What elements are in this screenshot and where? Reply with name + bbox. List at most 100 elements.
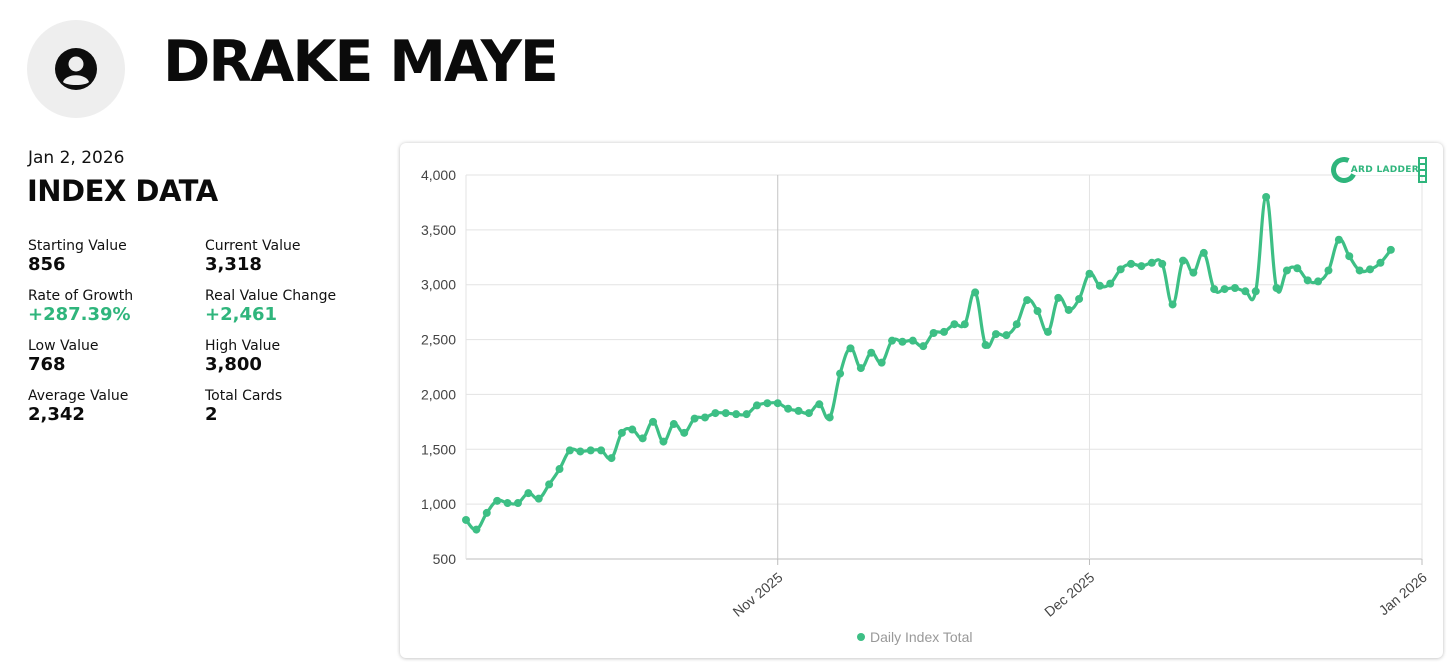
- data-point[interactable]: [1220, 285, 1229, 294]
- data-point[interactable]: [888, 336, 897, 345]
- data-point[interactable]: [877, 358, 886, 367]
- data-point[interactable]: [1054, 293, 1063, 302]
- data-point[interactable]: [971, 288, 980, 297]
- data-point[interactable]: [1334, 235, 1343, 244]
- data-point[interactable]: [1272, 284, 1281, 293]
- data-point[interactable]: [825, 413, 834, 422]
- data-point[interactable]: [794, 406, 803, 415]
- data-point[interactable]: [462, 515, 470, 524]
- data-point[interactable]: [1033, 307, 1042, 316]
- y-tick-label: 2,000: [421, 386, 456, 402]
- data-point[interactable]: [545, 480, 554, 489]
- data-point[interactable]: [929, 328, 938, 337]
- data-point[interactable]: [752, 401, 761, 410]
- data-point[interactable]: [981, 341, 990, 350]
- data-point[interactable]: [898, 337, 907, 346]
- data-point[interactable]: [1355, 266, 1364, 275]
- data-point[interactable]: [534, 494, 543, 503]
- data-point[interactable]: [1064, 305, 1073, 314]
- data-point[interactable]: [1376, 258, 1385, 267]
- series-line-daily-index-total: [464, 195, 1393, 532]
- data-point[interactable]: [565, 446, 574, 455]
- data-point[interactable]: [1147, 258, 1156, 267]
- stat-value: +287.39%: [28, 304, 131, 325]
- data-point[interactable]: [472, 525, 481, 534]
- data-point[interactable]: [1210, 285, 1219, 294]
- data-point[interactable]: [597, 446, 606, 455]
- data-point[interactable]: [773, 399, 782, 408]
- data-point[interactable]: [908, 336, 917, 345]
- data-point[interactable]: [1127, 259, 1136, 268]
- data-point[interactable]: [1314, 277, 1323, 286]
- stat-high-value: High Value 3,800: [205, 338, 368, 376]
- data-point[interactable]: [1262, 192, 1271, 201]
- data-point[interactable]: [804, 409, 813, 418]
- data-point[interactable]: [669, 420, 678, 429]
- data-point[interactable]: [1095, 281, 1104, 290]
- data-point[interactable]: [1168, 300, 1177, 309]
- data-point[interactable]: [1282, 266, 1291, 275]
- data-point[interactable]: [856, 364, 865, 373]
- data-point[interactable]: [991, 330, 1000, 339]
- data-point[interactable]: [1251, 287, 1260, 296]
- data-point[interactable]: [1199, 248, 1208, 257]
- data-point[interactable]: [690, 414, 699, 423]
- data-point[interactable]: [1043, 327, 1052, 336]
- data-point[interactable]: [638, 434, 647, 443]
- data-point[interactable]: [960, 320, 969, 329]
- stat-label: Low Value: [28, 338, 99, 354]
- data-point[interactable]: [1241, 287, 1250, 296]
- data-point[interactable]: [950, 320, 959, 329]
- data-point[interactable]: [524, 489, 533, 498]
- data-point[interactable]: [1106, 279, 1115, 288]
- data-point[interactable]: [1345, 252, 1354, 261]
- data-point[interactable]: [815, 400, 824, 409]
- data-point[interactable]: [555, 465, 564, 474]
- data-point[interactable]: [1002, 331, 1011, 340]
- data-point[interactable]: [919, 342, 928, 351]
- data-point[interactable]: [732, 410, 741, 419]
- data-point[interactable]: [607, 454, 616, 463]
- stat-value: 3,318: [205, 254, 262, 275]
- data-point[interactable]: [940, 327, 948, 336]
- data-point[interactable]: [1116, 265, 1125, 274]
- data-point[interactable]: [1075, 294, 1084, 303]
- chart-legend[interactable]: Daily Index Total: [857, 629, 972, 645]
- data-point[interactable]: [867, 348, 876, 357]
- data-point[interactable]: [617, 428, 626, 437]
- data-point[interactable]: [503, 499, 512, 508]
- data-point[interactable]: [482, 508, 491, 517]
- data-point[interactable]: [649, 417, 658, 426]
- data-point[interactable]: [628, 425, 637, 434]
- data-point[interactable]: [1137, 262, 1146, 271]
- data-point[interactable]: [836, 369, 845, 378]
- data-point[interactable]: [763, 399, 772, 408]
- data-point[interactable]: [846, 344, 855, 353]
- data-point[interactable]: [1085, 269, 1094, 278]
- data-point[interactable]: [659, 437, 668, 446]
- data-point[interactable]: [1386, 245, 1395, 254]
- data-point[interactable]: [586, 446, 595, 455]
- data-point[interactable]: [680, 428, 689, 437]
- data-point[interactable]: [513, 499, 522, 508]
- data-point[interactable]: [1230, 284, 1239, 293]
- data-point[interactable]: [1012, 320, 1021, 329]
- data-point[interactable]: [1189, 268, 1198, 277]
- stat-label: Rate of Growth: [28, 288, 134, 304]
- data-point[interactable]: [1303, 276, 1312, 285]
- data-point[interactable]: [742, 410, 751, 419]
- data-point[interactable]: [711, 409, 720, 418]
- data-point[interactable]: [721, 409, 730, 418]
- data-point[interactable]: [1293, 264, 1302, 273]
- stat-total-cards: Total Cards 2: [205, 388, 368, 426]
- data-point[interactable]: [493, 496, 502, 505]
- data-point[interactable]: [1023, 296, 1032, 305]
- data-point[interactable]: [1179, 256, 1187, 265]
- data-point[interactable]: [576, 447, 585, 456]
- data-point[interactable]: [784, 404, 793, 413]
- data-point[interactable]: [701, 413, 709, 422]
- data-point[interactable]: [1324, 266, 1333, 275]
- data-point[interactable]: [1366, 265, 1375, 274]
- stat-label: Real Value Change: [205, 288, 337, 304]
- data-point[interactable]: [1158, 259, 1167, 268]
